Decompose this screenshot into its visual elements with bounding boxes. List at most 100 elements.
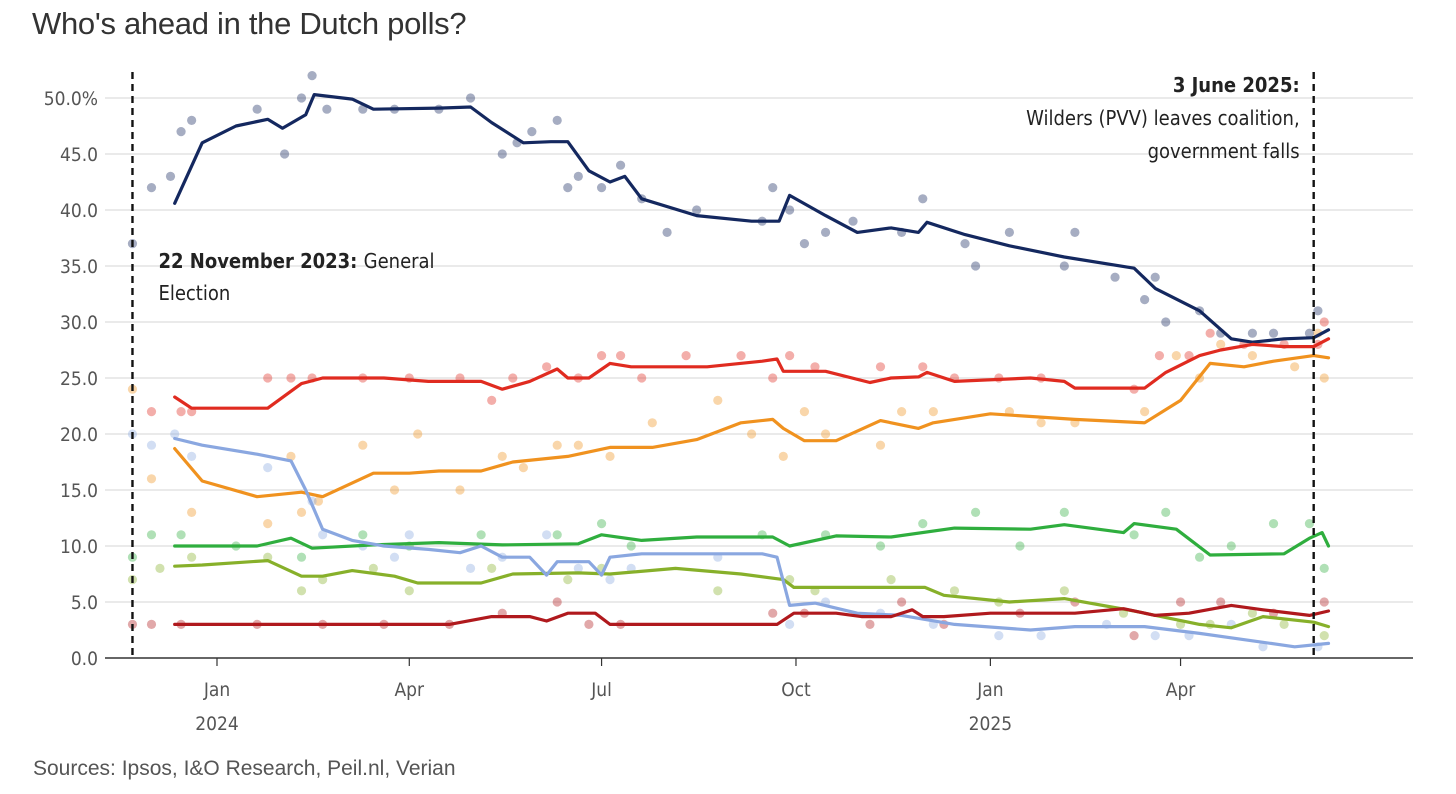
poll-point	[1319, 317, 1329, 327]
poll-point	[1258, 642, 1268, 652]
poll-point	[596, 519, 607, 529]
poll-point	[1319, 631, 1329, 641]
points-layer	[127, 71, 1329, 652]
poll-point	[1247, 351, 1258, 361]
poll-point	[1059, 586, 1069, 596]
y-tick-label: 35.0	[60, 256, 98, 278]
x-tick-label: Jul	[590, 679, 612, 701]
poll-point	[1290, 362, 1300, 372]
poll-point	[736, 351, 746, 361]
event-lines	[131, 72, 1315, 658]
poll-point	[1161, 317, 1171, 327]
annotation-label-line2: Election	[158, 281, 230, 305]
poll-point	[497, 451, 507, 461]
poll-point	[1247, 328, 1258, 338]
poll-point	[187, 451, 197, 461]
poll-point	[296, 93, 307, 103]
x-tick-label: Jan	[203, 679, 230, 701]
poll-point	[1247, 608, 1258, 618]
poll-point	[1268, 519, 1279, 529]
poll-point	[552, 115, 562, 125]
poll-point	[747, 429, 757, 439]
poll-point	[176, 407, 186, 417]
poll-point	[897, 407, 907, 417]
poll-point	[146, 530, 157, 540]
poll-point	[146, 474, 157, 484]
poll-point	[970, 507, 981, 517]
poll-point	[778, 451, 788, 461]
axis-layer: 0.0 5.0 10.0 15.0 20.0 25.0 30.0 35.0 40.0 45.0 50…	[44, 88, 1413, 735]
poll-point	[263, 519, 273, 529]
poll-point	[573, 440, 583, 450]
poll-point	[1036, 631, 1046, 641]
poll-point	[252, 104, 262, 114]
poll-point	[187, 552, 197, 562]
poll-point	[552, 440, 562, 450]
x-tick-label: Apr	[1166, 679, 1197, 701]
poll-point	[918, 362, 928, 372]
annotation-bold: 22 November 2023:	[158, 249, 363, 273]
poll-point	[662, 227, 672, 237]
poll-point	[280, 149, 290, 159]
y-tick-label: 10.0	[60, 536, 98, 558]
poll-point	[1004, 227, 1015, 237]
poll-point	[1319, 563, 1329, 574]
poll-point	[404, 586, 414, 596]
annotation-text: Wilders (PVV) leaves coalition,	[1026, 106, 1300, 130]
poll-point	[692, 205, 702, 215]
poll-point	[647, 418, 657, 428]
poll-point	[785, 205, 795, 215]
annotation-text: General	[364, 249, 435, 273]
poll-point	[970, 261, 981, 271]
source-note: Sources: Ipsos, I&O Research, Peil.nl, V…	[33, 757, 456, 780]
trend-line	[173, 559, 1331, 630]
x-tick-label: Jan	[976, 679, 1003, 701]
poll-point	[527, 127, 537, 137]
poll-point	[1070, 227, 1080, 237]
poll-point	[713, 586, 723, 596]
poll-point	[1313, 306, 1323, 316]
poll-point	[865, 619, 875, 630]
poll-point	[615, 160, 626, 170]
poll-point	[1140, 407, 1150, 417]
poll-point	[1216, 339, 1226, 349]
poll-point	[465, 93, 476, 103]
poll-point	[322, 104, 332, 114]
poll-point	[542, 530, 552, 540]
poll-point	[768, 373, 778, 383]
poll-point	[155, 563, 165, 574]
poll-point	[146, 183, 157, 193]
poll-point	[176, 127, 186, 137]
annotation-layer: 22 November 2023: General Election 3 June …	[158, 73, 1299, 305]
poll-point	[713, 395, 723, 405]
poll-point	[1129, 530, 1139, 540]
poll-point	[928, 407, 938, 417]
poll-point	[487, 563, 497, 574]
poll-point	[1129, 631, 1139, 641]
poll-point	[1150, 272, 1160, 282]
poll-point	[1154, 351, 1165, 361]
poll-point	[960, 239, 970, 249]
poll-point	[358, 530, 368, 540]
poll-point	[146, 440, 157, 450]
poll-point	[187, 115, 197, 125]
chart-title: Who's ahead in the Dutch polls?	[32, 6, 467, 41]
poll-point	[605, 575, 615, 585]
poll-point	[563, 183, 573, 193]
y-tick-label: 15.0	[60, 480, 98, 502]
y-tick-label: 0.0	[71, 648, 98, 670]
poll-point	[605, 451, 615, 461]
poll-point	[1194, 552, 1205, 562]
trend-line	[173, 354, 1331, 499]
poll-point	[542, 362, 552, 372]
annotation-label: 3 June 2025:	[1173, 73, 1300, 97]
poll-point	[596, 183, 607, 193]
poll-point	[296, 552, 307, 562]
poll-point	[897, 597, 907, 607]
annotation-label-line2: government falls	[1148, 139, 1300, 163]
poll-point	[785, 619, 795, 630]
poll-point	[552, 597, 562, 607]
poll-point	[1015, 541, 1025, 551]
poll-point	[1184, 351, 1194, 361]
